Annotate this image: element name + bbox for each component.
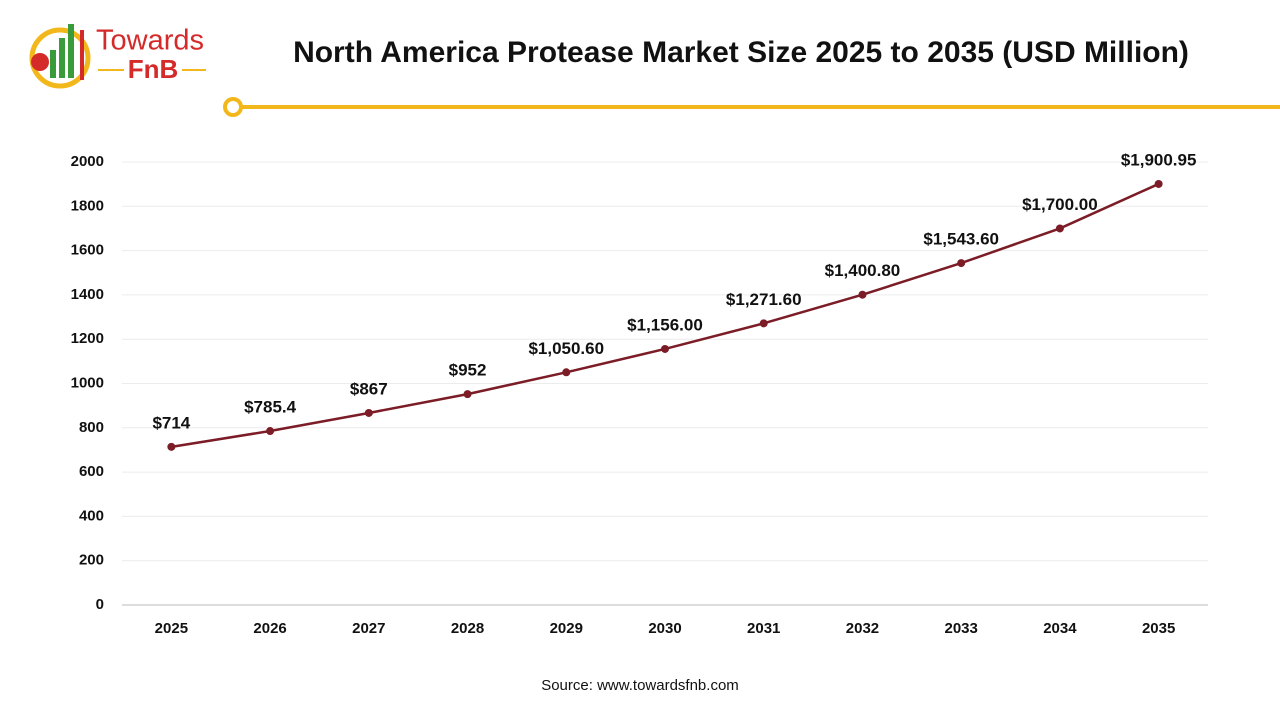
point: [266, 427, 275, 436]
y-tick-label: 1000: [71, 374, 104, 391]
x-tick-label: 2031: [747, 620, 780, 637]
logo: Towards FnB: [29, 24, 206, 89]
y-tick-label: 400: [79, 507, 104, 524]
x-tick-label: 2032: [846, 620, 879, 637]
point: [364, 408, 373, 417]
logo-dot: [31, 53, 49, 71]
data-label: $1,050.60: [528, 339, 604, 358]
y-tick-label: 1400: [71, 286, 104, 303]
data-label: $1,543.60: [923, 230, 999, 249]
point: [957, 259, 966, 268]
data-label: $952: [449, 361, 487, 380]
title-rule-dot: [223, 97, 243, 117]
logo-top: Towards: [96, 25, 204, 57]
x-tick-label: 2027: [352, 620, 385, 637]
logo-bar: [59, 38, 65, 78]
data-label: $714: [152, 413, 190, 432]
x-tick-label: 2030: [648, 620, 681, 637]
data-label: $1,156.00: [627, 315, 703, 334]
x-tick-label: 2026: [253, 620, 286, 637]
x-tick-label: 2035: [1142, 620, 1175, 637]
point: [562, 368, 571, 377]
y-tick-label: 600: [79, 463, 104, 480]
point: [858, 290, 867, 299]
source: Source: www.towardsfnb.com: [541, 677, 739, 694]
point: [1154, 179, 1163, 188]
data-label: $1,271.60: [726, 290, 802, 309]
x-tick-label: 2028: [451, 620, 484, 637]
y-tick-label: 2000: [71, 153, 104, 170]
point: [1055, 224, 1064, 233]
x-tick-label: 2034: [1043, 620, 1077, 637]
y-tick-label: 1800: [71, 197, 104, 214]
point: [167, 442, 176, 451]
y-tick-label: 1200: [71, 330, 104, 347]
x-tick-label: 2033: [944, 620, 977, 637]
logo-bar: [50, 50, 56, 78]
logo-bottom: FnB: [128, 54, 179, 84]
point: [463, 390, 472, 399]
data-label: $1,700.00: [1022, 195, 1098, 214]
y-tick-label: 0: [96, 596, 104, 613]
data-label: $1,900.95: [1121, 150, 1197, 169]
logo-bar: [68, 24, 74, 78]
data-label: $1,400.80: [825, 261, 901, 280]
data-label: $785.4: [244, 398, 297, 417]
x-tick-label: 2025: [155, 620, 188, 637]
y-tick-label: 800: [79, 419, 104, 436]
x-tick-label: 2029: [550, 620, 583, 637]
data-label: $867: [350, 379, 388, 398]
chart-title: North America Protease Market Size 2025 …: [293, 36, 1189, 69]
y-tick-label: 1600: [71, 242, 104, 259]
point: [759, 319, 768, 328]
point: [661, 344, 669, 353]
y-tick-label: 200: [79, 552, 104, 569]
